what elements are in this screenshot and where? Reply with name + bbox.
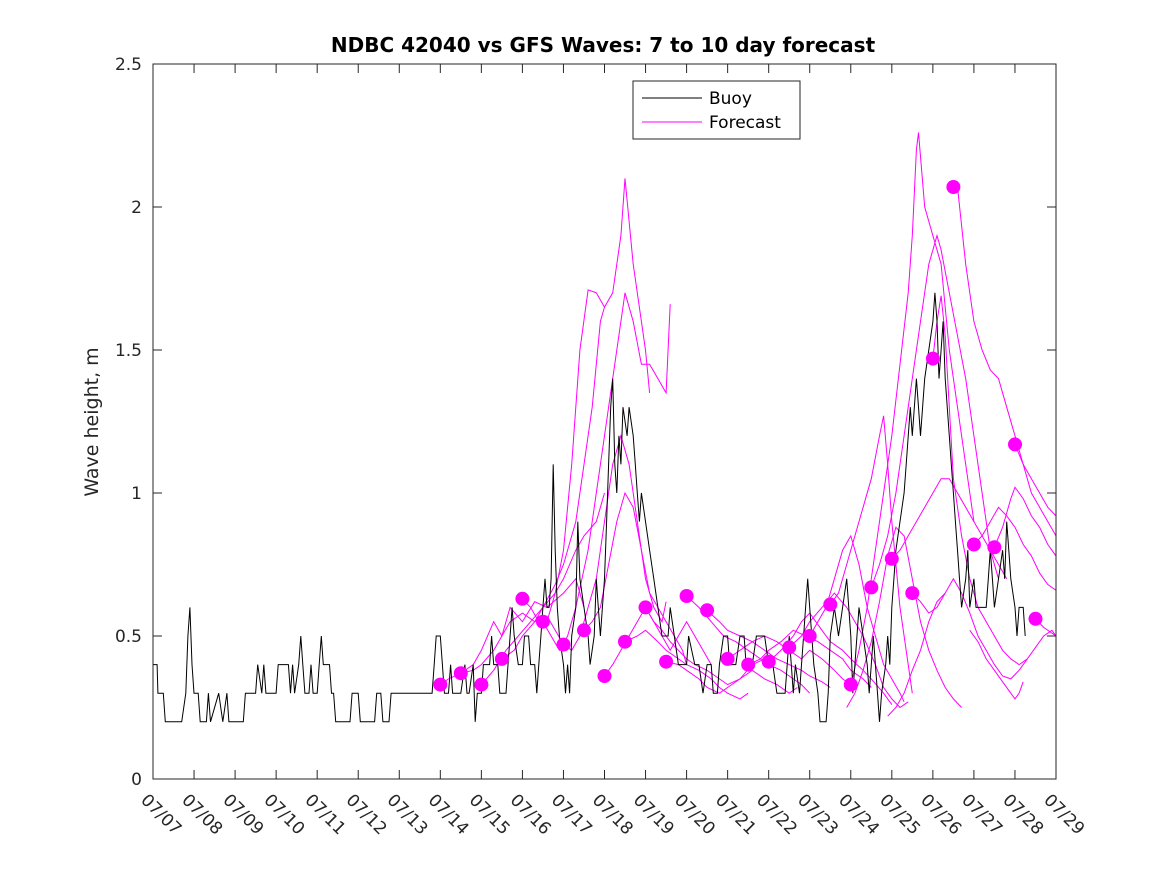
forecast-line bbox=[706, 609, 831, 688]
forecast-marker bbox=[925, 351, 940, 366]
forecast-line bbox=[911, 577, 1028, 680]
forecast-line bbox=[887, 592, 946, 717]
forecast-marker bbox=[782, 640, 797, 655]
forecast-marker bbox=[946, 180, 961, 194]
chart-title: NDBC 42040 vs GFS Waves: 7 to 10 day for… bbox=[331, 33, 876, 57]
forecast-line bbox=[1014, 444, 1056, 517]
forecast-line bbox=[583, 491, 688, 665]
y-tick-label: 0 bbox=[131, 770, 142, 790]
forecast-line bbox=[973, 506, 1056, 591]
forecast-marker bbox=[453, 666, 468, 681]
forecast-line bbox=[829, 415, 913, 694]
forecast-marker bbox=[618, 634, 632, 649]
forecast-marker bbox=[720, 651, 735, 666]
forecast-marker bbox=[966, 537, 981, 552]
forecast-marker bbox=[905, 586, 920, 601]
buoy-line bbox=[153, 292, 1026, 723]
forecast-line bbox=[850, 132, 975, 685]
forecast-marker bbox=[577, 623, 591, 638]
forecast-marker bbox=[535, 614, 550, 629]
legend-buoy-label: Buoy bbox=[709, 89, 752, 109]
forecast-line bbox=[969, 630, 1024, 700]
forecast-marker bbox=[823, 597, 838, 612]
forecast-marker bbox=[1028, 611, 1043, 626]
forecast-marker bbox=[659, 654, 674, 669]
forecast-line bbox=[932, 295, 1056, 666]
y-tick-label: 2 bbox=[131, 198, 142, 218]
y-tick-label: 1.5 bbox=[115, 341, 142, 361]
forecast-marker bbox=[864, 580, 879, 595]
forecast-marker bbox=[638, 600, 653, 615]
forecast-marker bbox=[802, 629, 817, 643]
forecast-marker bbox=[741, 657, 756, 672]
forecast-marker bbox=[761, 654, 776, 669]
forecast-marker bbox=[556, 637, 571, 652]
legend: Buoy Forecast bbox=[632, 80, 801, 140]
forecast-marker bbox=[474, 677, 489, 692]
data-layer bbox=[153, 132, 1056, 723]
forecast-line bbox=[501, 306, 605, 660]
legend-box bbox=[632, 80, 801, 140]
forecast-line bbox=[665, 661, 798, 694]
forecast-marker bbox=[597, 669, 612, 683]
forecast-line bbox=[953, 186, 1056, 537]
forecast-marker bbox=[1008, 437, 1022, 452]
forecast-marker bbox=[433, 677, 448, 692]
y-tick-label: 1 bbox=[131, 484, 142, 504]
forecast-marker bbox=[679, 589, 694, 603]
legend-forecast-label: Forecast bbox=[709, 113, 781, 133]
forecast-marker bbox=[515, 591, 530, 606]
y-axis-label: Wave height, m bbox=[81, 347, 103, 496]
forecast-line bbox=[891, 478, 1008, 580]
forecast-line bbox=[727, 635, 852, 686]
forecast-line bbox=[788, 592, 909, 709]
forecast-marker bbox=[843, 677, 858, 692]
forecast-marker bbox=[884, 551, 899, 566]
forecast-line bbox=[846, 526, 962, 708]
forecast-line bbox=[993, 486, 1056, 557]
y-tick-label: 2.5 bbox=[115, 55, 142, 75]
forecast-line bbox=[460, 577, 585, 674]
forecast-line bbox=[870, 233, 999, 588]
plot-area bbox=[153, 132, 1056, 723]
forecast-marker bbox=[494, 651, 509, 666]
forecast-marker bbox=[987, 540, 1002, 555]
y-tick-label: 0.5 bbox=[115, 627, 142, 647]
forecast-marker bbox=[700, 603, 715, 618]
